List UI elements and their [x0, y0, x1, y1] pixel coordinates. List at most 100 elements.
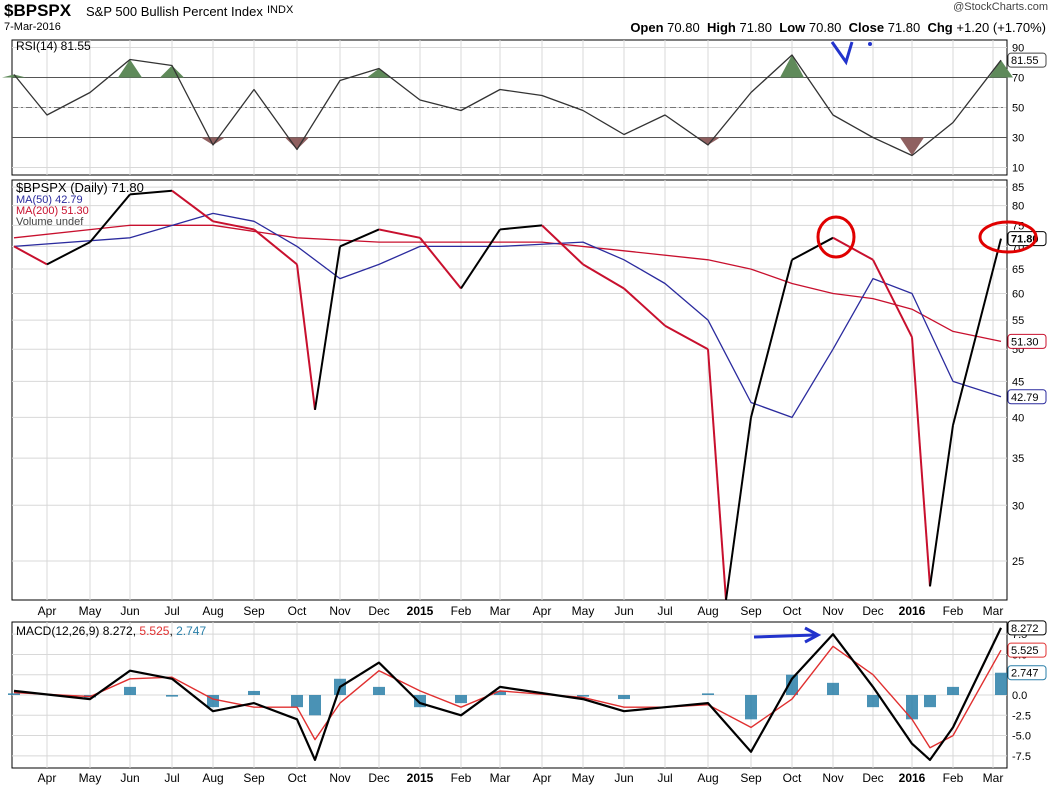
chart-symbol: $BPSPX — [4, 1, 72, 20]
price-segment-13 — [460, 228, 501, 290]
low-value: 70.80 — [808, 20, 842, 35]
rsi-overbought-fill-4 — [160, 65, 184, 78]
annotation-dot-rsi — [868, 42, 872, 46]
price-tick-label-11: 30 — [1012, 500, 1024, 512]
x-axis-top-label-0: Apr — [38, 604, 57, 618]
chg-label: Chg — [927, 20, 953, 35]
price-segment-17 — [623, 287, 666, 327]
x-axis-bottom-label-19: Nov — [822, 771, 843, 785]
macd-tick-label-6: -7.5 — [1012, 751, 1031, 763]
price-tick-label-5: 60 — [1012, 289, 1024, 301]
price-segment-19 — [707, 349, 727, 601]
x-axis-top-label-7: Nov — [329, 604, 350, 618]
x-axis-bottom-label-9: 2015 — [407, 771, 434, 785]
macd-histogram-bar-16 — [702, 693, 714, 695]
x-axis-bottom-label-18: Oct — [783, 771, 802, 785]
macd-histogram-bar-2 — [124, 686, 136, 695]
macd-histogram-bar-18 — [786, 674, 798, 695]
macd-histogram-bar-0 — [8, 693, 20, 695]
rsi-line — [13, 54, 1002, 157]
macd-histogram-bar-23 — [947, 686, 959, 695]
price-segment-23 — [832, 236, 874, 261]
macd-histogram-bar-11 — [455, 695, 467, 704]
macd-histogram-bar-21 — [906, 695, 918, 720]
price-tick-label-0: 85 — [1012, 182, 1024, 194]
annotation-circle-current — [978, 220, 1038, 254]
x-axis-top-label-12: Apr — [533, 604, 552, 618]
price-tag-ma200: 51.30 — [1011, 336, 1039, 348]
price-legend-3: Volume undef — [16, 216, 84, 228]
x-axis-top-label-17: Sep — [740, 604, 762, 618]
macd-histogram-bar-13 — [577, 695, 589, 697]
high-label: High — [706, 20, 736, 35]
brand-watermark: @StockCharts.com — [953, 1, 1048, 13]
x-axis-bottom-label-10: Feb — [451, 771, 472, 785]
x-axis-top-label-14: Jun — [614, 604, 633, 618]
macd-histogram-bar-24 — [995, 672, 1007, 695]
macd-histogram-bar-12 — [494, 690, 506, 695]
x-axis-top-label-21: 2016 — [899, 604, 926, 618]
close-label: Close — [848, 20, 885, 35]
x-axis-top-label-2: Jun — [120, 604, 139, 618]
price-tick-label-10: 35 — [1012, 453, 1024, 465]
price-segment-8 — [296, 264, 316, 410]
macd-signal-line — [13, 645, 1002, 749]
x-axis-top-label-11: Mar — [490, 604, 511, 618]
price-segment-2 — [46, 241, 91, 266]
x-axis-bottom-label-17: Sep — [740, 771, 762, 785]
x-axis-bottom-label-15: Jul — [657, 771, 672, 785]
x-axis-bottom-label-5: Sep — [243, 771, 265, 785]
x-axis-bottom-label-7: Nov — [329, 771, 350, 785]
rsi-tick-label-0: 90 — [1012, 43, 1024, 55]
price-segment-1 — [13, 245, 48, 266]
rsi-last-value: 81.55 — [1011, 55, 1039, 67]
x-axis-top-label-20: Dec — [862, 604, 883, 618]
x-axis-bottom-label-20: Dec — [862, 771, 883, 785]
price-segment-26 — [929, 424, 954, 587]
ma50-line — [13, 212, 1002, 419]
rsi-legend: RSI(14) 81.55 — [16, 39, 91, 53]
close-value: 71.80 — [887, 20, 921, 35]
price-tick-label-1: 80 — [1012, 201, 1024, 213]
x-axis-bottom-label-2: Jun — [120, 771, 139, 785]
price-segment-4 — [129, 189, 173, 196]
quote-summary: Open 70.80 High 71.80 Low 70.80 Close 71… — [630, 20, 1046, 35]
price-tag-box-ma50 — [1007, 389, 1047, 405]
annotation-circle-peak — [816, 215, 856, 259]
price-segment-25 — [911, 337, 931, 587]
macd-histogram-bar-22 — [924, 695, 936, 708]
x-axis-bottom-label-12: Apr — [533, 771, 552, 785]
open-value: 70.80 — [667, 20, 700, 35]
price-tick-label-9: 40 — [1012, 412, 1024, 424]
ma200-line — [13, 224, 1002, 343]
macd-legend: MACD(12,26,9) 8.272, 5.525, 2.747 — [16, 624, 206, 638]
x-axis-top-label-5: Sep — [243, 604, 265, 618]
rsi-oversold-fill-22 — [900, 137, 924, 156]
macd-tag-0: 8.272 — [1011, 623, 1039, 635]
macd-legend-part-0: MACD(12,26,9) — [16, 624, 103, 638]
exchange-label: INDX — [267, 4, 294, 16]
chart-date: 7-Mar-2016 — [4, 21, 61, 33]
x-axis-bottom-label-23: Mar — [983, 771, 1004, 785]
x-axis-top-label-8: Dec — [368, 604, 389, 618]
open-label: Open — [630, 20, 664, 35]
macd-legend-part-2: , — [133, 624, 140, 638]
x-axis-bottom-label-21: 2016 — [899, 771, 926, 785]
macd-tick-label-4: -2.5 — [1012, 710, 1031, 722]
price-tick-label-4: 65 — [1012, 264, 1024, 276]
x-axis-bottom-label-13: May — [572, 771, 595, 785]
x-axis-top-label-3: Jul — [164, 604, 179, 618]
macd-histogram-bar-3 — [166, 695, 178, 697]
rsi-overbought-fill-9 — [367, 68, 391, 78]
rsi-tick-label-3: 30 — [1012, 133, 1024, 145]
price-segment-6 — [212, 220, 255, 231]
rsi-overbought-fill-0 — [2, 74, 26, 78]
price-segment-20 — [725, 417, 752, 601]
macd-tick-label-3: 0.0 — [1012, 690, 1027, 702]
macd-legend-part-4: , — [169, 624, 176, 638]
x-axis-top-label-23: Mar — [983, 604, 1004, 618]
x-axis-top-label-9: 2015 — [407, 604, 434, 618]
low-label: Low — [779, 20, 806, 35]
x-axis-bottom-label-14: Jun — [614, 771, 633, 785]
rsi-tick-label-2: 50 — [1012, 103, 1024, 115]
